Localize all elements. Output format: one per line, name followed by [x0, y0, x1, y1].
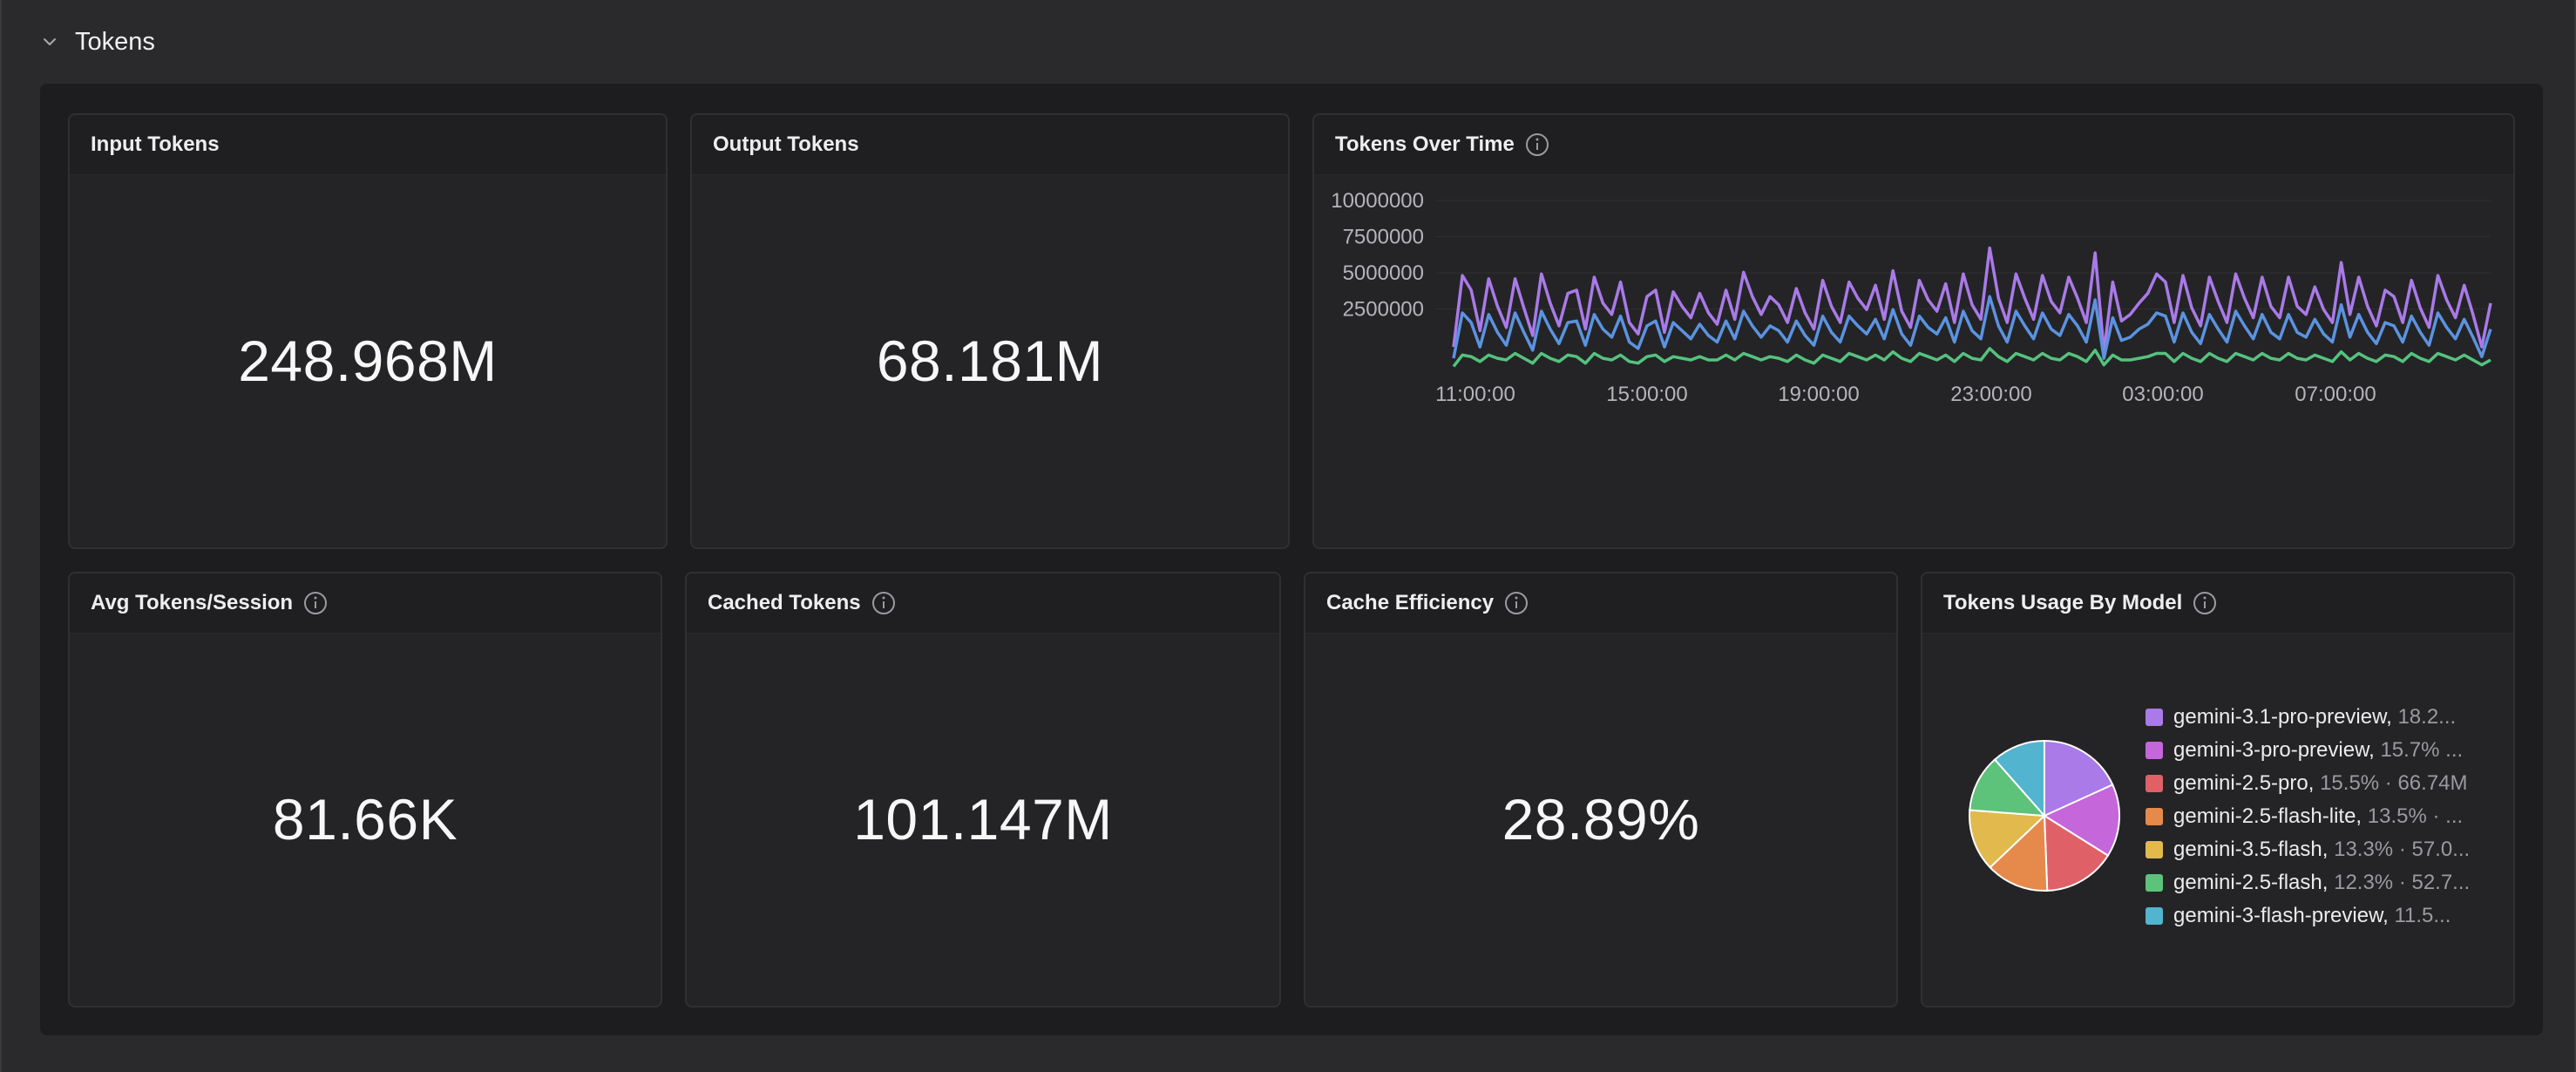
legend-item[interactable]: gemini-3.5-flash, 13.3% · 57.0...: [2146, 833, 2485, 866]
legend-detail: 18.2...: [2397, 705, 2457, 729]
avg-tokens-panel: Avg Tokens/Session 81.66K: [68, 572, 662, 1008]
panel-title: Avg Tokens/Session: [91, 591, 294, 614]
legend-label: gemini-3.5-flash: [2173, 838, 2322, 861]
panel-header: Cached Tokens: [687, 573, 1279, 634]
x-tick-label: 11:00:00: [1435, 383, 1515, 406]
info-icon[interactable]: [1525, 132, 1549, 157]
cached-tokens-value: 101.147M: [853, 787, 1113, 851]
legend-item[interactable]: gemini-2.5-pro, 15.5% · 66.74M: [2146, 767, 2485, 800]
legend-label: gemini-3.1-pro-preview: [2173, 705, 2387, 729]
legend-detail: 13.3% · 57.0...: [2334, 838, 2471, 861]
legend-text: gemini-3.5-flash, 13.3% · 57.0...: [2173, 838, 2471, 861]
legend-item[interactable]: gemini-2.5-flash-lite, 13.5% · ...: [2146, 800, 2485, 833]
model-usage-pie: [1968, 739, 2120, 892]
legend-swatch: [2146, 907, 2163, 925]
panel-header: Avg Tokens/Session: [70, 573, 661, 634]
x-tick-label: 23:00:00: [1950, 383, 2031, 406]
input-tokens-value: 248.968M: [238, 329, 498, 393]
legend-label: gemini-3-flash-preview: [2173, 904, 2383, 927]
legend-detail: 15.5% · 66.74M: [2320, 771, 2468, 795]
chevron-down-icon[interactable]: [40, 32, 59, 51]
legend-detail: 15.7% ...: [2380, 738, 2464, 762]
pie-slice-gemini-3.5-flash[interactable]: [1968, 809, 2047, 869]
panels-container: Input Tokens 248.968M Output Tokens 68.1…: [40, 84, 2543, 1035]
output-tokens-panel: Output Tokens 68.181M: [690, 113, 1290, 549]
panel-title: Tokens Over Time: [1335, 132, 1515, 156]
legend-text: gemini-2.5-flash, 12.3% · 52.7...: [2173, 871, 2471, 894]
legend-item[interactable]: gemini-3-flash-preview, 11.5...: [2146, 899, 2485, 933]
pie-slice-gemini-2.5-pro[interactable]: [2043, 814, 2110, 892]
x-tick-label: 19:00:00: [1778, 383, 1859, 406]
input-tokens-panel: Input Tokens 248.968M: [68, 113, 668, 549]
info-icon[interactable]: [2193, 591, 2217, 615]
legend-text: gemini-3-flash-preview, 11.5...: [2173, 904, 2451, 927]
avg-tokens-value: 81.66K: [272, 787, 458, 851]
legend-swatch: [2146, 775, 2163, 792]
legend-detail: 12.3% · 52.7...: [2334, 871, 2471, 894]
info-icon[interactable]: [1504, 591, 1529, 615]
panel-header: Tokens Over Time: [1314, 115, 2513, 175]
info-icon[interactable]: [871, 591, 896, 615]
pie-slice-gemini-3-flash-preview[interactable]: [1993, 739, 2045, 818]
pie-slice-gemini-3.1-pro-preview[interactable]: [2044, 739, 2114, 818]
legend-text: gemini-3.1-pro-preview, 18.2...: [2173, 705, 2457, 729]
pie-slice-gemini-2.5-flash[interactable]: [1969, 758, 2047, 818]
panel-title: Tokens Usage By Model: [1943, 591, 2183, 614]
section-header[interactable]: Tokens: [40, 24, 155, 59]
legend-swatch: [2146, 841, 2163, 858]
series-line-2: [1452, 347, 2491, 368]
legend-label: gemini-2.5-pro: [2173, 771, 2308, 795]
panel-header: Tokens Usage By Model: [1922, 573, 2513, 634]
legend-text: gemini-2.5-pro, 15.5% · 66.74M: [2173, 771, 2468, 795]
legend-item[interactable]: gemini-3-pro-preview, 15.7% ...: [2146, 734, 2485, 767]
pie-legend: gemini-3.1-pro-preview, 18.2... gemini-3-…: [2146, 701, 2485, 933]
legend-text: gemini-3-pro-preview, 15.7% ...: [2173, 738, 2464, 762]
legend-label: gemini-2.5-flash-lite: [2173, 804, 2356, 828]
panel-title: Output Tokens: [713, 132, 859, 156]
output-tokens-value: 68.181M: [876, 329, 1104, 393]
panel-header: Output Tokens: [692, 115, 1288, 175]
cache-efficiency-value: 28.89%: [1502, 787, 1700, 851]
cached-tokens-panel: Cached Tokens 101.147M: [685, 572, 1281, 1008]
y-tick-label: 10000000: [1331, 189, 1424, 213]
series-line-1: [1452, 295, 2492, 360]
pie-slice-gemini-2.5-flash-lite[interactable]: [1989, 813, 2049, 892]
cache-efficiency-panel: Cache Efficiency 28.89%: [1304, 572, 1898, 1008]
legend-item[interactable]: gemini-2.5-flash, 12.3% · 52.7...: [2146, 866, 2485, 899]
pie-slice-gemini-3-pro-preview[interactable]: [2042, 784, 2120, 857]
x-tick-label: 07:00:00: [2295, 383, 2376, 406]
legend-item[interactable]: gemini-3.1-pro-preview, 18.2...: [2146, 701, 2485, 734]
panel-title: Input Tokens: [91, 132, 220, 156]
legend-swatch: [2146, 808, 2163, 825]
panel-header: Cache Efficiency: [1305, 573, 1896, 634]
y-tick-label: 7500000: [1343, 226, 1424, 249]
legend-swatch: [2146, 709, 2163, 726]
legend-text: gemini-2.5-flash-lite, 13.5% · ...: [2173, 804, 2464, 828]
legend-swatch: [2146, 742, 2163, 759]
y-tick-label: 5000000: [1343, 261, 1424, 285]
tokens-over-time-panel: Tokens Over Time 2500000 5000000 7500000 10…: [1312, 113, 2515, 549]
info-icon[interactable]: [303, 591, 328, 615]
panel-title: Cached Tokens: [708, 591, 861, 614]
section-title: Tokens: [75, 27, 155, 56]
series-line-0: [1452, 246, 2492, 354]
tokens-by-model-panel: Tokens Usage By Model gemini-3.1-pro-pre…: [1921, 572, 2515, 1008]
y-tick-label: 2500000: [1343, 298, 1424, 322]
legend-swatch: [2146, 874, 2163, 892]
tokens-over-time-chart: 2500000 5000000 7500000 10000000 11:00:00 15:…: [1331, 189, 2492, 406]
panel-title: Cache Efficiency: [1326, 591, 1495, 614]
panel-header: Input Tokens: [70, 115, 666, 175]
legend-detail: 13.5% · ...: [2367, 804, 2464, 828]
legend-label: gemini-2.5-flash: [2173, 871, 2322, 894]
legend-label: gemini-3-pro-preview: [2173, 738, 2369, 762]
x-tick-label: 03:00:00: [2122, 383, 2203, 406]
x-tick-label: 15:00:00: [1606, 383, 1687, 406]
legend-detail: 11.5...: [2394, 904, 2451, 927]
